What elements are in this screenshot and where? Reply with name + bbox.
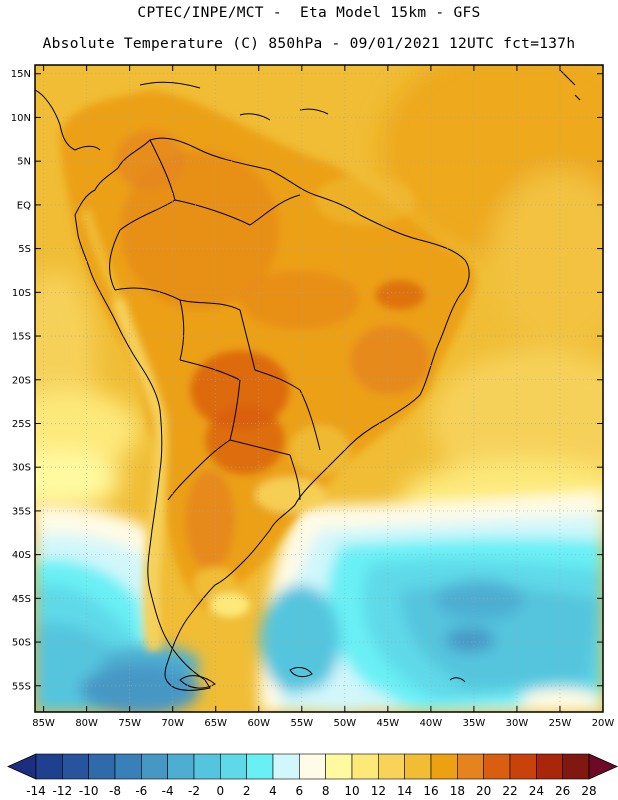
lat-label: 45S	[12, 594, 31, 605]
colorbar-segment	[88, 753, 116, 780]
lat-label: 30S	[12, 463, 31, 474]
lat-label: EQ	[17, 200, 31, 211]
colorbar-segment	[562, 753, 590, 780]
colorbar-labels: -14 -12 -10 -8 -6 -4 -2 0 2 4 6 8 10 12 14 16 18 20 22 24 26…	[26, 784, 596, 798]
colorbar-label: 10	[344, 784, 359, 798]
lat-label: 10N	[11, 113, 31, 124]
colorbar-segment	[536, 753, 563, 780]
colorbar-label: 0	[217, 784, 225, 798]
lon-label: 45W	[377, 718, 400, 729]
colorbar-under-arrow	[7, 753, 37, 780]
colorbar-segment	[114, 753, 142, 780]
temperature-field	[35, 65, 603, 712]
colorbar-label: 22	[502, 784, 517, 798]
title-line-2: Absolute Temperature (C) 850hPa - 09/01/…	[42, 36, 576, 52]
axis-ticks	[35, 65, 604, 712]
colorbar-label: 4	[269, 784, 277, 798]
colorbar-segment	[220, 753, 247, 780]
colorbar-label: 16	[423, 784, 438, 798]
colorbar-label: -4	[162, 784, 174, 798]
lat-lon-grid	[35, 65, 604, 712]
lon-label: 40W	[420, 718, 443, 729]
colorbar-label: 8	[322, 784, 330, 798]
colorbar-over-arrow	[588, 753, 618, 780]
colorbar-label: -12	[53, 784, 73, 798]
colorbar-segment	[404, 753, 432, 780]
lat-label: 55S	[12, 681, 31, 692]
colorbar-segment	[378, 753, 405, 780]
colorbar-segment	[167, 753, 195, 780]
lat-label: 10S	[12, 288, 31, 299]
colorbar-segment	[430, 753, 458, 780]
colorbar-segment	[299, 753, 326, 780]
colorbar-label: 20	[476, 784, 491, 798]
longitude-labels: 85W 80W 75W 70W 65W 60W 55W 50W 45W 40W 35W 30W 25W 2…	[32, 718, 614, 729]
lat-label: 15S	[12, 332, 31, 343]
colorbar-label: -2	[188, 784, 200, 798]
lon-label: 30W	[506, 718, 529, 729]
colorbar-segment	[35, 753, 63, 780]
colorbar-label: 14	[397, 784, 412, 798]
lat-label: 5N	[17, 157, 31, 168]
colorbar-label: -14	[26, 784, 46, 798]
colorbar-label: -6	[135, 784, 147, 798]
colorbar-segment	[483, 753, 511, 780]
lat-label: 5S	[18, 244, 31, 255]
colorbar-label: -10	[79, 784, 99, 798]
colorbar-segment	[351, 753, 379, 780]
lat-label: 50S	[12, 638, 31, 649]
colorbar-segment	[193, 753, 221, 780]
colorbar-segment	[325, 753, 353, 780]
colorbar-label: 18	[450, 784, 465, 798]
colorbar-segment	[509, 753, 537, 780]
lon-label: 70W	[161, 718, 184, 729]
lon-label: 25W	[549, 718, 572, 729]
south-america-coastline	[74, 137, 470, 691]
colorbar-segment	[272, 753, 300, 780]
map-frame	[34, 64, 604, 713]
lat-label: 15N	[11, 69, 31, 80]
colorbar-label: 28	[581, 784, 596, 798]
lon-label: 85W	[32, 718, 55, 729]
colorbar-segment	[62, 753, 89, 780]
lon-label: 50W	[334, 718, 357, 729]
coastline-layer	[35, 69, 581, 691]
lon-label: 75W	[118, 718, 141, 729]
colorbar	[7, 753, 618, 780]
lon-label: 20W	[592, 718, 615, 729]
lon-label: 55W	[290, 718, 313, 729]
colorbar-segment	[457, 753, 484, 780]
colorbar-label: 2	[243, 784, 251, 798]
country-borders	[109, 139, 321, 501]
lon-label: 60W	[247, 718, 270, 729]
lat-label: 20S	[12, 375, 31, 386]
colorbar-label: 24	[529, 784, 544, 798]
colorbar-label: 12	[371, 784, 386, 798]
lat-label: 25S	[12, 419, 31, 430]
lon-label: 80W	[75, 718, 98, 729]
colorbar-segment	[246, 753, 274, 780]
lon-label: 65W	[204, 718, 227, 729]
lon-label: 35W	[463, 718, 486, 729]
colorbar-label: 26	[555, 784, 570, 798]
colorbar-label: -8	[109, 784, 121, 798]
lat-label: 35S	[12, 506, 31, 517]
colorbar-segment	[141, 753, 168, 780]
colorbar-label: 6	[296, 784, 304, 798]
title-line-1: CPTEC/INPE/MCT - Eta Model 15km - GFS	[137, 5, 481, 21]
lat-label: 40S	[12, 550, 31, 561]
latitude-labels: 15N 10N 5N EQ 5S 10S 15S 20S 25S 30S 35S 40S 45S 50S 5…	[11, 69, 31, 692]
